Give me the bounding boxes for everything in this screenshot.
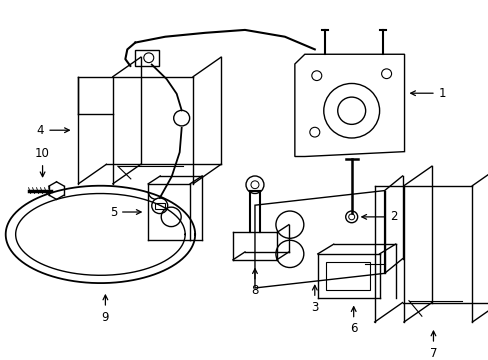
Text: 6: 6 — [349, 307, 357, 336]
Text: 10: 10 — [35, 147, 50, 177]
Bar — [154, 203, 164, 209]
Text: 4: 4 — [37, 124, 69, 137]
Bar — [325, 262, 369, 290]
Bar — [135, 50, 159, 66]
Text: 3: 3 — [310, 285, 318, 314]
Text: 9: 9 — [102, 295, 109, 324]
Text: 2: 2 — [361, 210, 397, 223]
Text: 7: 7 — [429, 331, 436, 360]
Text: 1: 1 — [410, 87, 445, 100]
Text: 5: 5 — [109, 206, 141, 219]
Text: 8: 8 — [251, 269, 258, 297]
